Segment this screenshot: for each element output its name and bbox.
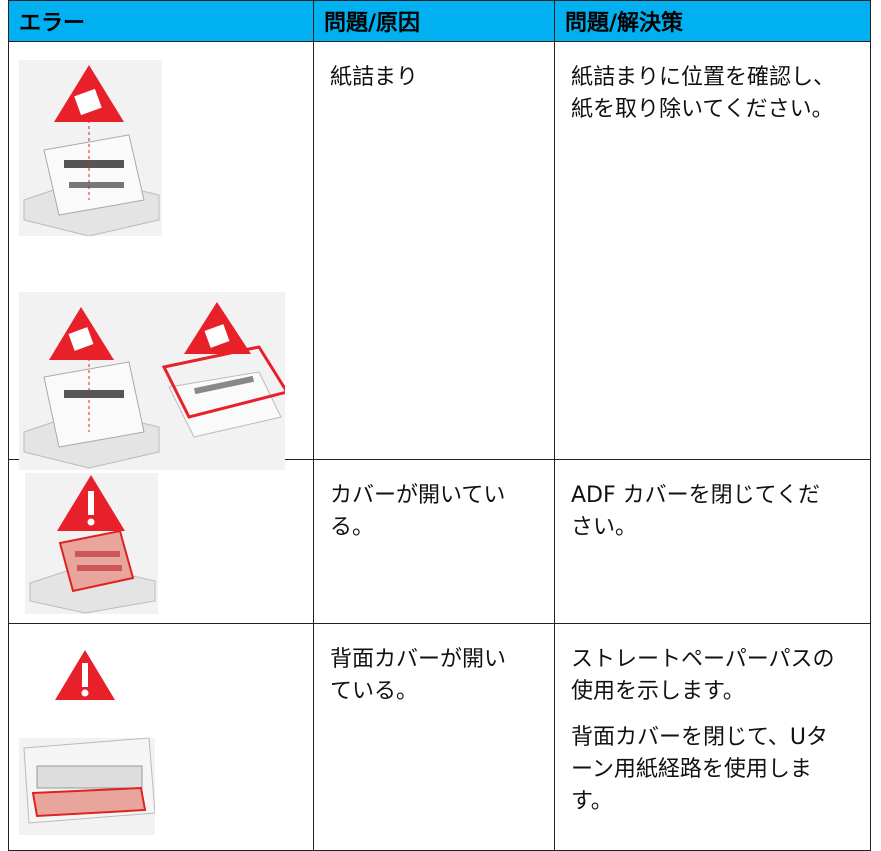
row: カバーが開いている。 ADF カバーを閉じてください。 [8, 459, 871, 624]
header-cell: 問題/解決策 [554, 0, 871, 42]
cover-open-illustration [25, 473, 158, 614]
image-cell [8, 41, 314, 470]
solution-text: 背面カバーを閉じて、Uターン用紙経路を使用します。 [571, 725, 829, 814]
cause-cell: 紙詰まり [313, 41, 555, 460]
rear-cover-illustration [19, 638, 155, 835]
image-cell [8, 459, 314, 624]
cause-cell: 背面カバーが開いている。 [313, 623, 555, 851]
paper-jam-illustration [19, 292, 285, 470]
header-cell: エラー [8, 0, 314, 42]
solution-text: ストレートペーパーパスの使用を示します。 [571, 647, 835, 704]
header-cell: 問題/原因 [313, 0, 555, 42]
image-cell [8, 623, 314, 851]
header-row: エラー 問題/原因 問題/解決策 [8, 0, 871, 42]
solution-text: ADF カバーを閉じてください。 [571, 483, 820, 540]
paper-jam-illustration [19, 60, 162, 236]
row: 背面カバーが開いている。 ストレートペーパーパスの使用を示します。 背面カバーを… [8, 623, 871, 851]
solution-text: 紙詰まりに位置を確認し、紙を取り除いてください。 [571, 65, 836, 122]
solution-cell: 紙詰まりに位置を確認し、紙を取り除いてください。 [554, 41, 871, 460]
error-table: エラー 問題/原因 問題/解決策 [8, 0, 871, 851]
solution-cell: ストレートペーパーパスの使用を示します。 背面カバーを閉じて、Uターン用紙経路を… [554, 623, 871, 851]
cause-cell: カバーが開いている。 [313, 459, 555, 624]
row: 紙詰まり 紙詰まりに位置を確認し、紙を取り除いてください。 [8, 41, 871, 470]
solution-cell: ADF カバーを閉じてください。 [554, 459, 871, 624]
